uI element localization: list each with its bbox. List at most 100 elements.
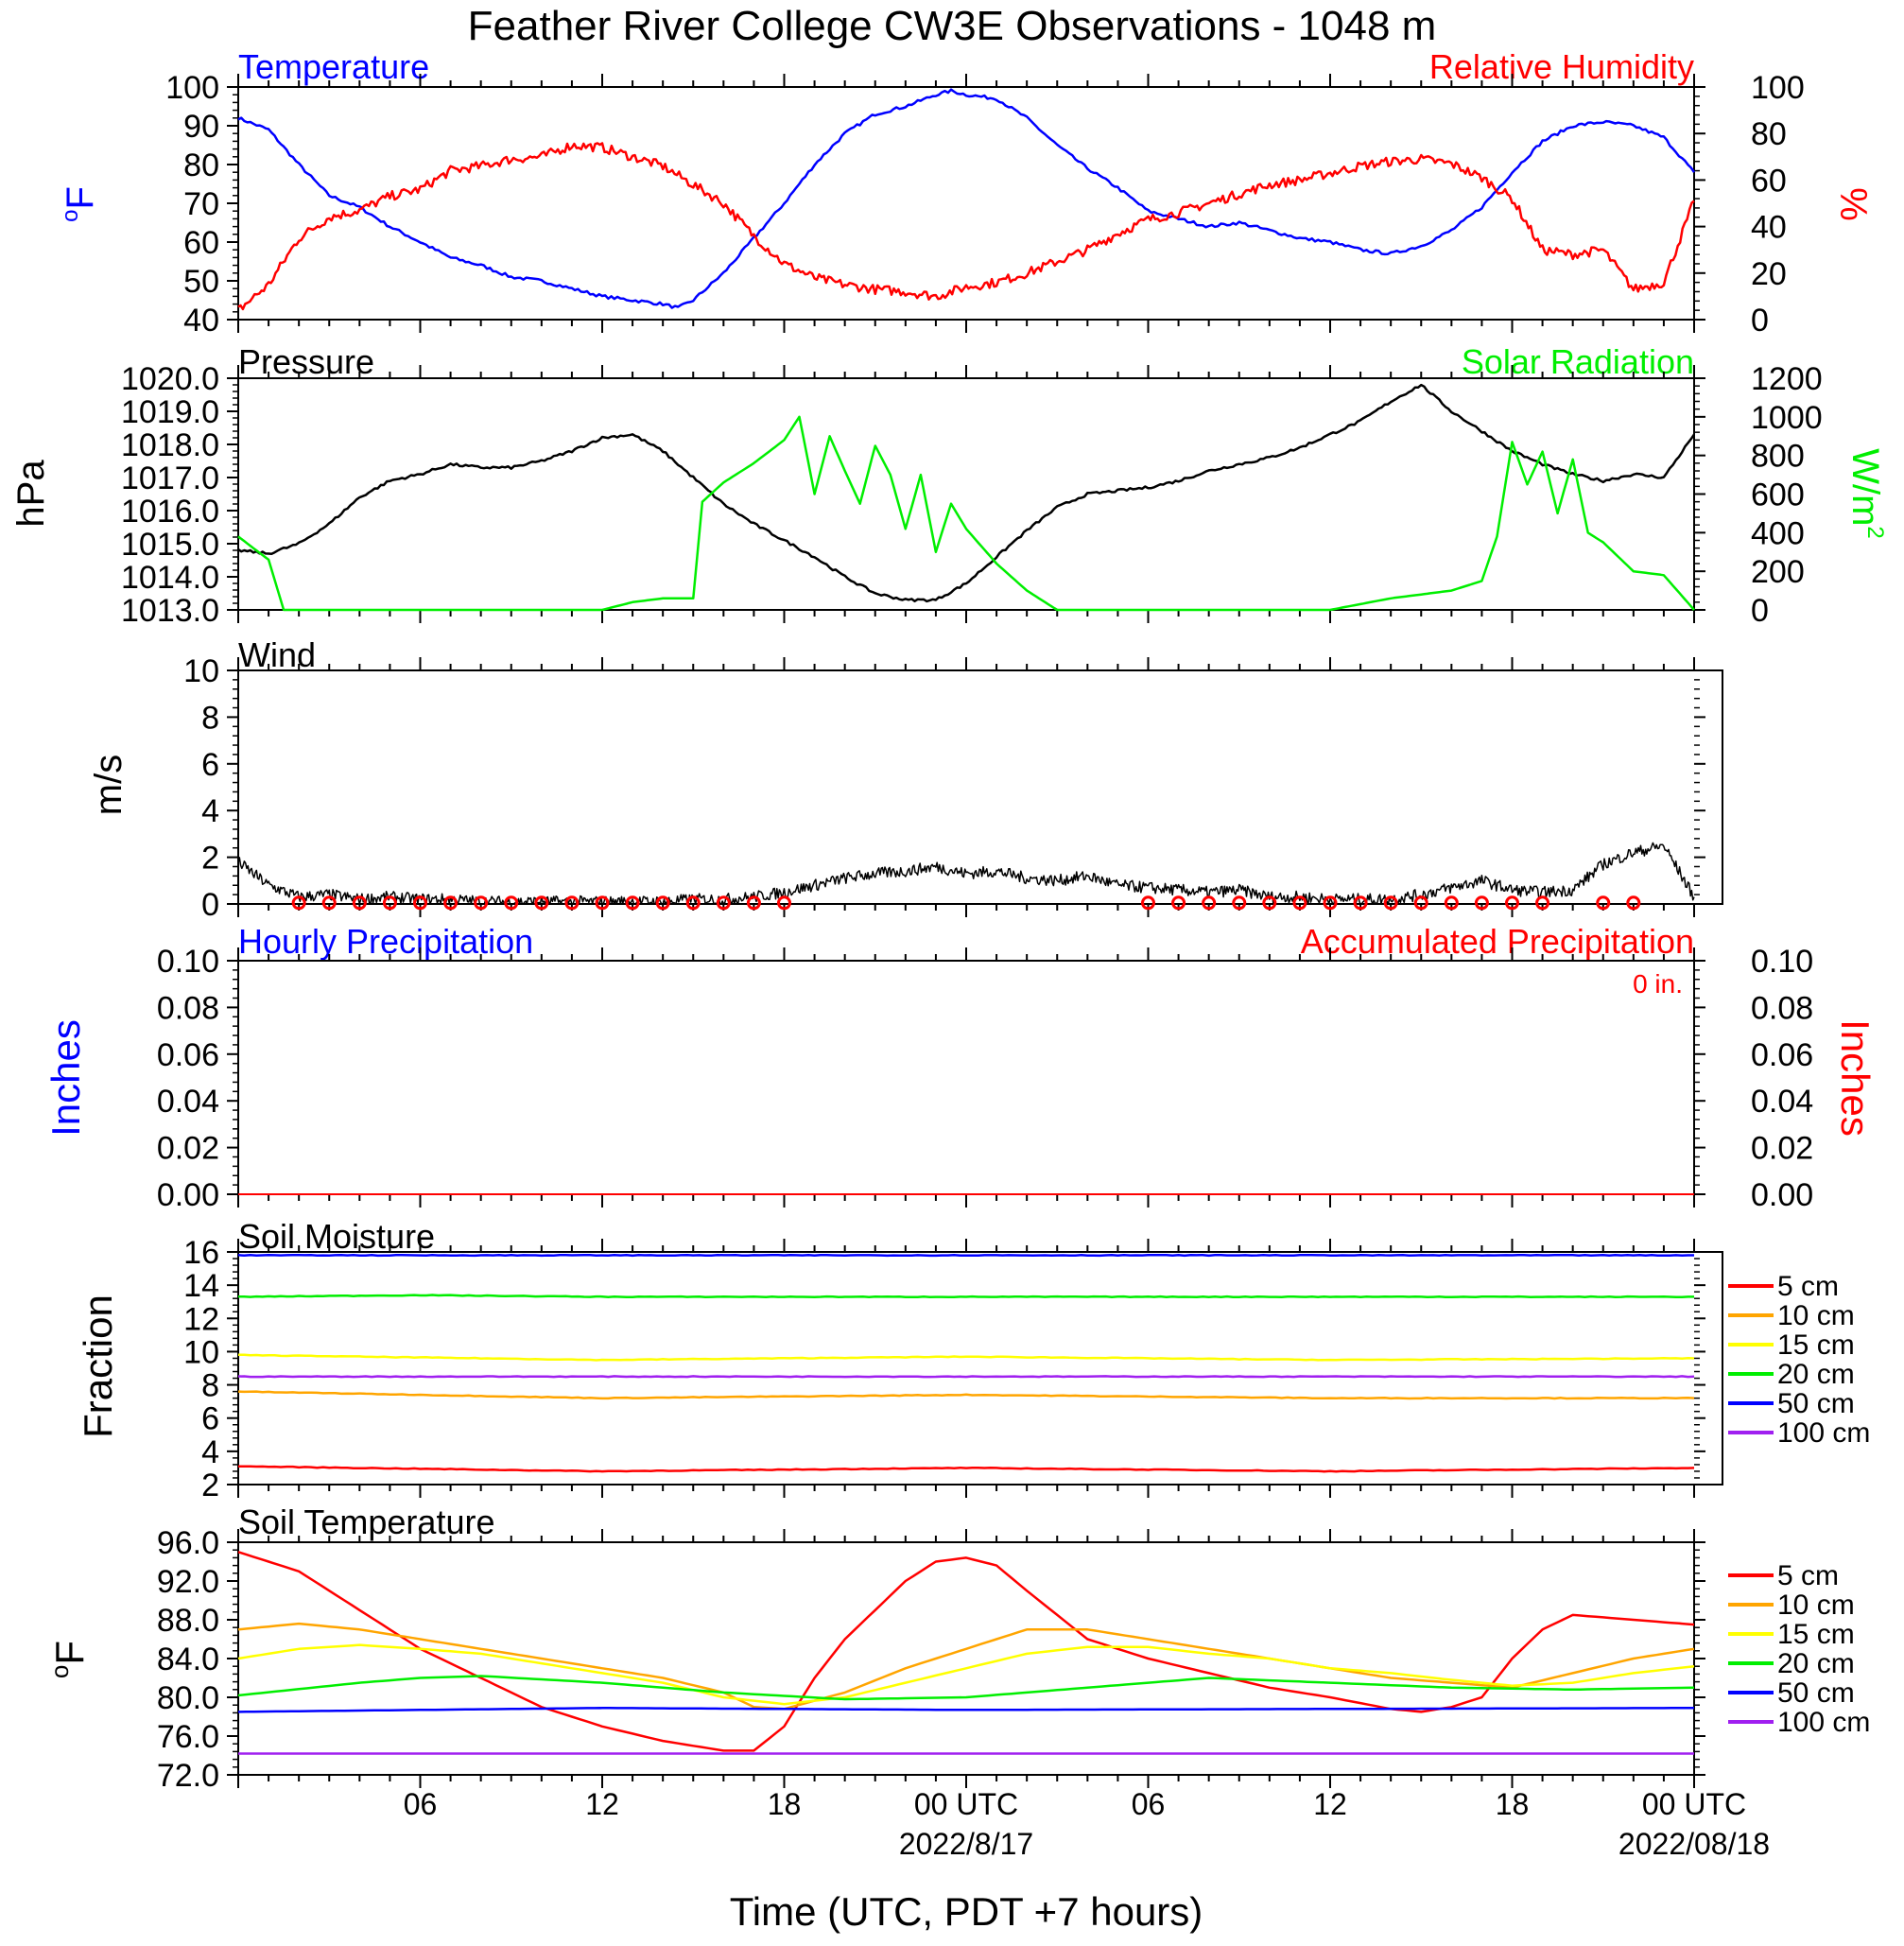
y-tick-label-left: 88.0 — [157, 1603, 219, 1639]
wind-calm-marker — [1171, 895, 1186, 911]
y-tick-label-left: 1020.0 — [121, 361, 219, 397]
y-tick-label-right: 800 — [1751, 439, 1805, 475]
wind-calm-marker — [595, 895, 610, 911]
y-tick-label-left: 84.0 — [157, 1642, 219, 1677]
wind-calm-marker — [1413, 895, 1428, 911]
pressure-title: Pressure — [238, 342, 374, 381]
soil-moisture-axis-label: Fraction — [76, 1294, 120, 1438]
y-tick-label-right: 0.06 — [1751, 1037, 1813, 1073]
solar-axis-label: W/m2 — [1844, 448, 1888, 539]
y-tick-label-left: 72.0 — [157, 1758, 219, 1794]
soil-temperature-title: Soil Temperature — [238, 1503, 494, 1541]
y-tick-label-left: 2 — [201, 841, 219, 877]
y-tick-label-right: 0.08 — [1751, 990, 1813, 1026]
y-tick-label-left: 0.06 — [157, 1037, 219, 1073]
x-axis-title: Time (UTC, PDT +7 hours) — [730, 1889, 1203, 1934]
x-tick-label: 00 UTC — [1642, 1787, 1746, 1821]
y-tick-label-right: 100 — [1751, 70, 1805, 106]
legend-label: 10 cm — [1777, 1590, 1855, 1621]
wind-calm-marker — [685, 895, 701, 911]
wind-calm-marker — [443, 895, 459, 911]
x-tick-label: 06 — [404, 1787, 438, 1821]
wind-calm-marker — [1292, 895, 1307, 911]
temperature-axis-unit-sup: o — [58, 210, 83, 222]
soil-temp-line-20cm — [237, 1675, 1695, 1701]
y-tick-label-left: 8 — [201, 700, 219, 736]
wind-title: Wind — [238, 635, 316, 674]
wind-calm-marker — [655, 895, 670, 911]
y-tick-label-left: 0.04 — [157, 1084, 219, 1120]
wind-calm-marker — [534, 895, 549, 911]
soil-temp-axis-unit-sup: o — [45, 1665, 74, 1678]
soil-temperature-axis-label: oF — [45, 1641, 92, 1678]
y-tick-label-right: 0.04 — [1751, 1084, 1813, 1120]
legend-label: 15 cm — [1777, 1329, 1855, 1361]
y-tick-label-left: 1015.0 — [121, 527, 219, 563]
wind-calm-marker — [1323, 895, 1338, 911]
x-tick-label: 06 — [1132, 1787, 1166, 1821]
wind-calm-marker — [352, 895, 367, 911]
y-tick-label-left: 40 — [183, 303, 219, 339]
x-tick-label: 12 — [585, 1787, 619, 1821]
y-tick-label-right: 0 — [1751, 303, 1769, 339]
y-tick-label-left: 1013.0 — [121, 593, 219, 629]
y-tick-label-right: 80 — [1751, 116, 1787, 152]
y-tick-label-left: 100 — [165, 70, 219, 106]
solar-axis-unit-base: W/m — [1844, 448, 1886, 526]
humidity-axis-label: % — [1832, 187, 1874, 221]
humidity-line — [237, 142, 1695, 311]
y-tick-label-left: 14 — [183, 1268, 219, 1304]
temperature-title: Temperature — [238, 47, 429, 86]
y-tick-label-right: 0.10 — [1751, 944, 1813, 980]
x-tick-label: 18 — [768, 1787, 802, 1821]
soil-temp-line-50cm — [237, 1707, 1694, 1713]
wind-calm-marker — [1202, 895, 1217, 911]
wind-axis-label: m/s — [88, 755, 130, 815]
wind-calm-marker — [1596, 895, 1611, 911]
y-tick-label-left: 0.10 — [157, 944, 219, 980]
wind-calm-marker — [1232, 895, 1247, 911]
y-tick-label-left: 1017.0 — [121, 460, 219, 496]
y-tick-label-right: 600 — [1751, 478, 1805, 513]
wind-calm-marker — [504, 895, 519, 911]
legend-label: 100 cm — [1777, 1417, 1870, 1449]
wind-calm-marker — [1474, 895, 1489, 911]
figure-title: Feather River College CW3E Observations … — [468, 3, 1437, 49]
solar-radiation-line — [237, 415, 1695, 612]
wind-calm-marker — [382, 895, 397, 911]
y-tick-label-left: 80 — [183, 148, 219, 183]
hourly-precip-title: Hourly Precipitation — [238, 922, 533, 961]
y-tick-label-left: 1014.0 — [121, 560, 219, 596]
y-tick-label-left: 6 — [201, 1401, 219, 1437]
wind-calm-marker — [1262, 895, 1277, 911]
y-tick-label-left: 1019.0 — [121, 394, 219, 430]
pressure-line — [237, 383, 1696, 603]
temperature-axis-unit-base: F — [60, 186, 101, 209]
y-tick-label-left: 4 — [201, 1434, 219, 1470]
soil-moisture-line-50cm — [237, 1253, 1694, 1258]
legend-label: 20 cm — [1777, 1648, 1855, 1679]
hourly-precip-axis-label: Inches — [43, 1019, 88, 1137]
y-tick-label-left: 96.0 — [157, 1525, 219, 1561]
legend-label: 50 cm — [1777, 1388, 1855, 1419]
x-tick-label: 00 UTC — [914, 1787, 1018, 1821]
y-tick-label-right: 0.02 — [1751, 1131, 1813, 1167]
y-tick-label-left: 90 — [183, 109, 219, 145]
soil-temp-line-10cm — [237, 1622, 1695, 1711]
accumulated-precip-title: Accumulated Precipitation — [1301, 922, 1694, 961]
y-tick-label-left: 0.02 — [157, 1131, 219, 1167]
x-date-label: 2022/8/17 — [899, 1827, 1033, 1861]
relative-humidity-title: Relative Humidity — [1429, 47, 1694, 86]
soil-temp-line-15cm — [237, 1643, 1695, 1706]
wind-calm-marker — [1353, 895, 1368, 911]
temperature-line — [237, 88, 1696, 309]
y-tick-label-left: 92.0 — [157, 1564, 219, 1600]
panel-pressure-solar: Pressure Solar Radiation hPa W/m2 — [10, 342, 1888, 611]
soil-moisture-title: Soil Moisture — [238, 1217, 435, 1256]
soil-moisture-plot-frame — [237, 1251, 1723, 1486]
y-tick-label-left: 50 — [183, 264, 219, 300]
y-tick-label-left: 8 — [201, 1368, 219, 1404]
y-tick-label-right: 200 — [1751, 554, 1805, 590]
soil-moisture-line-15cm — [238, 1353, 1695, 1362]
